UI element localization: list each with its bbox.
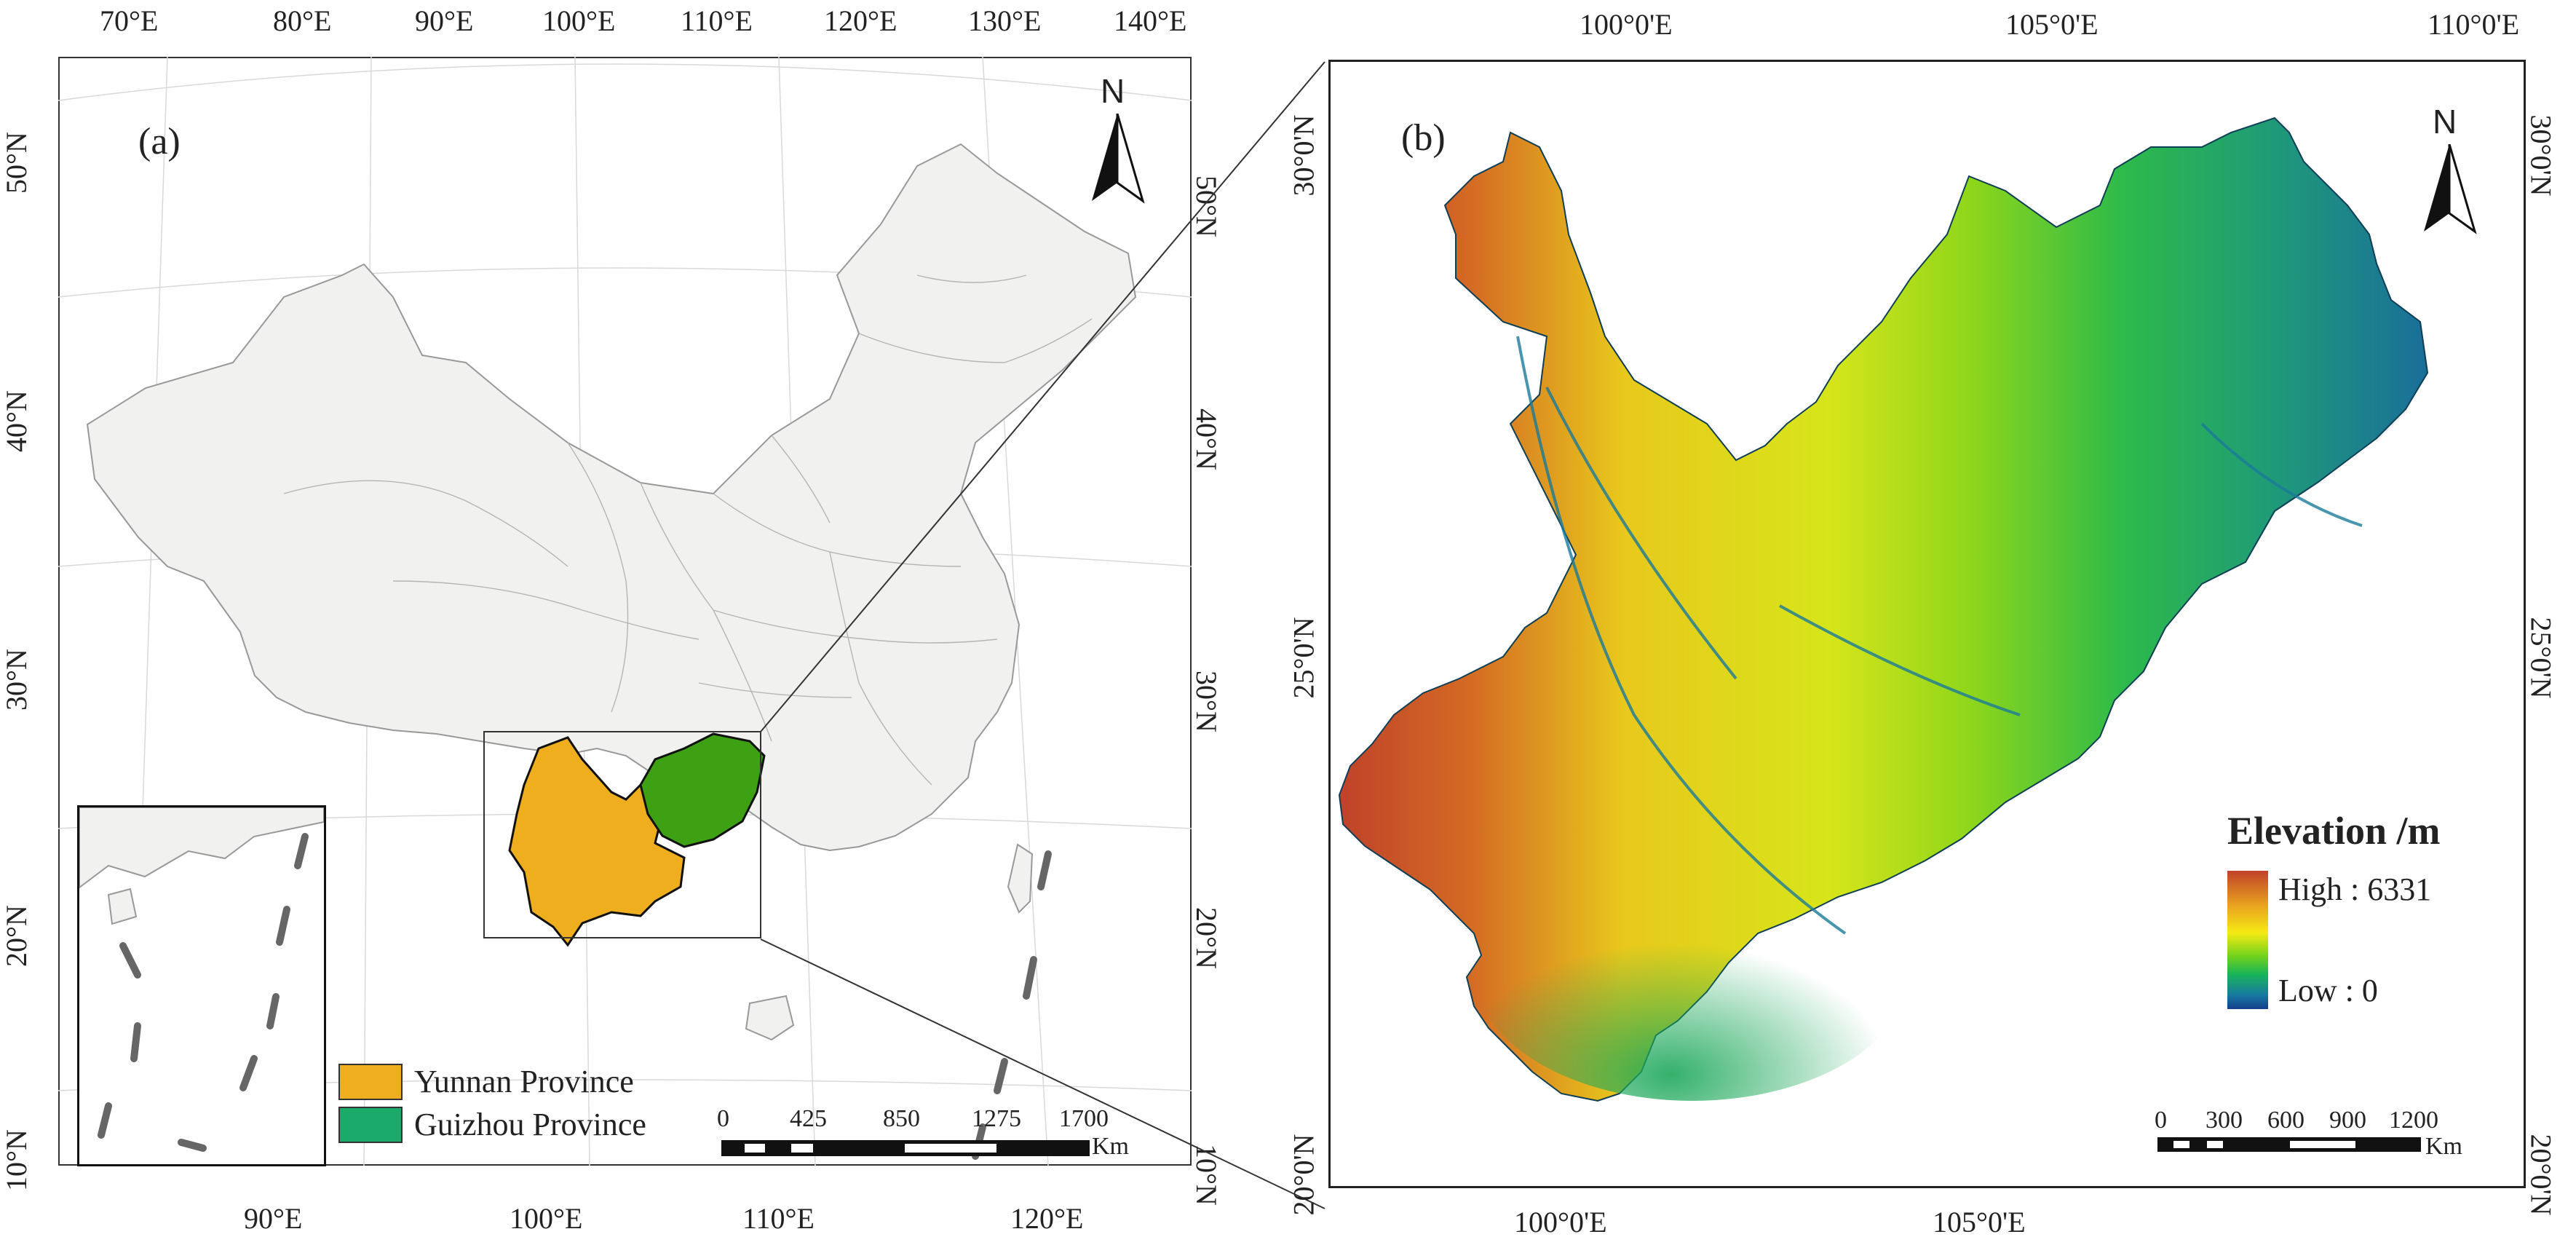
panel-a-map [58,57,1192,1166]
lon-tick-bottom-a-0: 90°E [244,1202,303,1235]
scale-a-tick-1: 425 [790,1105,827,1132]
lon-tick-bottom-a-3: 120°E [1010,1202,1084,1235]
lat-tick-right-b-1: 25°0'N [2524,617,2558,699]
inset-map [77,805,326,1166]
scale-a-tick-4: 1700 [1059,1105,1109,1132]
lat-tick-right-b-0: 30°0'N [2524,114,2558,197]
legend-a: Yunnan Province Guizhou Province [338,1063,646,1143]
hainan-shape [745,995,795,1041]
lon-tick-top-a-3: 100°E [542,4,616,37]
china-outline [86,143,1137,852]
legend-a-yunnan: Yunnan Province [338,1063,646,1100]
scale-b-tick-0: 0 [2155,1107,2167,1134]
lon-tick-top-b-1: 105°0'E [2005,8,2099,41]
scale-a-tick-3: 1275 [972,1105,1021,1132]
elevation-map [1338,116,2429,1102]
scale-b-unit: Km [2425,1133,2462,1160]
lon-tick-top-b-2: 110°0'E [2428,8,2520,41]
north-arrow-a: N [1085,71,1150,210]
inset-hainan [107,888,138,925]
scale-b-tick-4: 1200 [2389,1107,2438,1134]
lon-tick-top-a-1: 80°E [273,4,332,37]
scale-b-tick-2: 600 [2267,1107,2304,1134]
lon-tick-top-a-5: 120°E [824,4,897,37]
north-label-b: N [2433,103,2457,141]
panel-b-frame [1328,60,2526,1188]
scale-a-tick-0: 0 [717,1105,729,1132]
elevation-high-label: High : 6331 [2278,871,2432,907]
lat-tick-right-b-2: 20°0'N [2524,1134,2558,1216]
north-label-a: N [1101,72,1125,110]
yunnan-shape [508,736,686,947]
elevation-legend: Elevation /m High : 6331 Low : 0 [2227,808,2504,1009]
lon-tick-bottom-a-1: 100°E [510,1202,583,1235]
lat-tick-left-b-0: 30°0'N [1287,114,1320,197]
legend-label-yunnan: Yunnan Province [414,1064,634,1099]
scale-a-bar [721,1140,1090,1156]
scale-a-tick-2: 850 [883,1105,920,1132]
panel-a-label: (a) [138,121,181,162]
elevation-legend-title: Elevation /m [2227,809,2441,853]
inset-map-shapes [79,807,325,1152]
lon-tick-top-a-4: 110°E [681,4,753,37]
panel-b-label: (b) [1401,117,1446,159]
scale-bar-a: 0 425 850 1275 1700 Km [717,1105,1183,1163]
lon-tick-top-a-6: 130°E [968,4,1042,37]
scale-bar-b: 0 300 600 900 1200 Km [2155,1107,2482,1165]
north-arrow-icon [1092,114,1145,204]
lat-tick-left-b-2: 20°0'N [1287,1134,1320,1216]
study-area-box [483,731,761,938]
lon-tick-top-a-7: 140°E [1114,4,1187,37]
lat-tick-left-b-1: 25°0'N [1287,617,1320,699]
elevation-low-label: Low : 0 [2278,973,2378,1008]
scale-b-tick-3: 900 [2329,1107,2366,1134]
taiwan-shape [1007,843,1034,914]
north-arrow-icon [2424,144,2477,234]
north-arrow-b: N [2417,102,2482,240]
lon-tick-bottom-a-2: 110°E [742,1202,815,1235]
scale-a-unit: Km [1092,1133,1129,1160]
legend-label-guizhou: Guizhou Province [414,1107,646,1142]
lon-tick-top-b-0: 100°0'E [1580,8,1673,41]
lon-tick-bottom-b-0: 100°0'E [1514,1206,1607,1238]
guizhou-shape [639,732,766,848]
legend-swatch-yunnan [338,1063,403,1100]
scale-b-tick-1: 300 [2206,1107,2243,1134]
legend-a-guizhou: Guizhou Province [338,1106,646,1143]
province-boundaries [283,274,1093,786]
lon-tick-top-a-0: 70°E [100,4,159,37]
lon-tick-bottom-b-1: 105°0'E [1933,1206,2026,1238]
elevation-color-ramp [2227,871,2268,1009]
legend-swatch-guizhou [338,1106,403,1143]
lon-tick-top-a-2: 90°E [415,4,474,37]
scale-b-bar [2157,1137,2421,1152]
